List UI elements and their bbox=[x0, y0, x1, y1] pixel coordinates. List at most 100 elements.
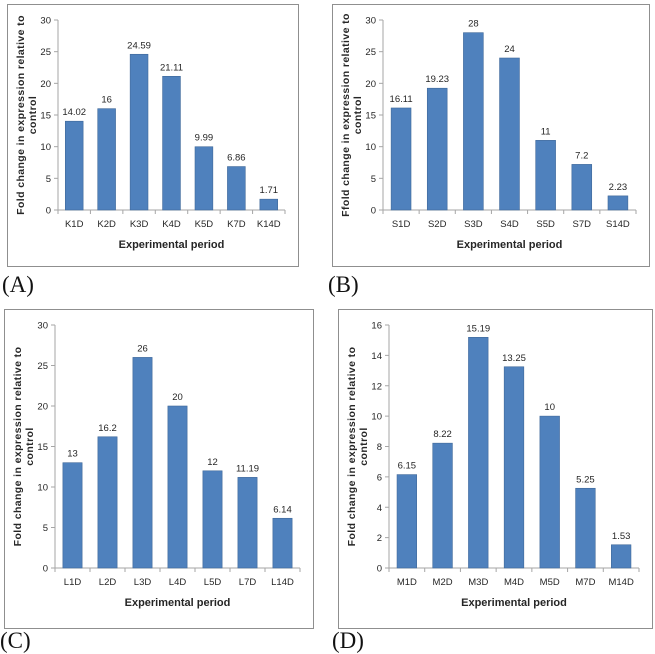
x-category-label: L2D bbox=[99, 577, 117, 588]
bar-value-label: 8.22 bbox=[433, 429, 452, 440]
x-category-label: S7D bbox=[573, 219, 592, 230]
bar bbox=[463, 32, 484, 211]
panel-label-d: (D) bbox=[332, 628, 364, 653]
y-tick-label: 10 bbox=[365, 142, 376, 153]
x-category-label: M7D bbox=[575, 577, 595, 588]
bar bbox=[539, 415, 560, 569]
bar-value-label: 21.11 bbox=[160, 62, 183, 73]
bar-value-label: 1.53 bbox=[612, 531, 631, 542]
x-category-label: S3D bbox=[464, 219, 483, 230]
bar bbox=[97, 108, 116, 211]
panel-label-c: (C) bbox=[0, 628, 31, 653]
y-tick-label: 20 bbox=[37, 402, 48, 413]
bar-value-label: 6.15 bbox=[398, 461, 417, 472]
y-tick-label: 30 bbox=[37, 321, 48, 332]
bar-chart-a: 0 5 10 15 20 25 30 14.02 K1D 16 K2D 24.59 K3D 21.11 K4… bbox=[15, 15, 286, 251]
chart-panel-b: 0 5 10 15 20 25 30 16.11 S1D 19.23 S2D 28 S3D 24 S4D 11… bbox=[332, 4, 650, 267]
x-category-label: K2D bbox=[97, 219, 116, 230]
x-category-label: M5D bbox=[540, 577, 560, 588]
bar-chart-b: 0 5 10 15 20 25 30 16.11 S1D 19.23 S2D 28 S3D 24 S4D 11… bbox=[340, 13, 637, 251]
y-tick-label: 25 bbox=[365, 47, 376, 58]
bar bbox=[237, 477, 258, 569]
bar-value-label: 24.59 bbox=[127, 40, 151, 51]
bar bbox=[611, 544, 632, 569]
y-tick-label: 6 bbox=[377, 472, 382, 483]
bar bbox=[503, 366, 525, 569]
bar-value-label: 12 bbox=[207, 457, 218, 468]
x-axis-title: Experimental period bbox=[125, 597, 231, 609]
bar-value-label: 20 bbox=[172, 392, 183, 403]
bar bbox=[62, 462, 83, 569]
bar bbox=[607, 195, 629, 211]
bar-value-label: 6.14 bbox=[273, 504, 292, 515]
bar-value-label: 5.25 bbox=[576, 474, 595, 485]
bar bbox=[468, 337, 489, 569]
y-tick-label: 15 bbox=[40, 111, 51, 122]
bar-value-label: 16.2 bbox=[98, 423, 117, 434]
x-category-label: M14D bbox=[608, 577, 633, 588]
x-category-label: M4D bbox=[504, 577, 524, 588]
x-category-label: S2D bbox=[428, 219, 447, 230]
bar bbox=[194, 146, 214, 211]
x-category-label: S1D bbox=[392, 219, 411, 230]
bar bbox=[129, 53, 149, 211]
bar-value-label: 14.02 bbox=[62, 107, 86, 118]
y-tick-label: 0 bbox=[377, 564, 382, 575]
x-category-label: S14D bbox=[606, 219, 630, 230]
y-tick-label: 25 bbox=[37, 361, 48, 372]
y-tick-label: 8 bbox=[377, 442, 382, 453]
bar bbox=[64, 120, 84, 211]
y-tick-label: 0 bbox=[43, 564, 48, 575]
bar-value-label: 15.19 bbox=[466, 323, 490, 334]
y-tick-label: 15 bbox=[365, 111, 376, 122]
bar bbox=[426, 87, 448, 211]
chart-panel-a: 0 5 10 15 20 25 30 14.02 K1D 16 K2D 24.59 K3D 21.11 K4… bbox=[7, 4, 299, 267]
x-category-label: L3D bbox=[134, 577, 152, 588]
bar bbox=[432, 442, 453, 569]
y-tick-label: 30 bbox=[365, 16, 376, 27]
y-tick-label: 5 bbox=[46, 174, 51, 185]
x-category-label: K5D bbox=[195, 219, 214, 230]
panel-label-b: (B) bbox=[328, 272, 359, 297]
bar-value-label: 26 bbox=[137, 343, 148, 354]
x-category-label: L1D bbox=[64, 577, 82, 588]
x-category-label: L4D bbox=[169, 577, 187, 588]
bar bbox=[97, 436, 118, 569]
x-category-label: M1D bbox=[397, 577, 417, 588]
y-tick-label: 10 bbox=[371, 412, 382, 423]
y-tick-label: 4 bbox=[377, 503, 382, 514]
x-category-label: K7D bbox=[227, 219, 246, 230]
y-tick-label: 15 bbox=[37, 442, 48, 453]
y-axis-title: Fold change in expression relative tocon… bbox=[12, 347, 36, 547]
bar-value-label: 13 bbox=[67, 449, 78, 460]
bar bbox=[132, 357, 153, 569]
x-category-label: K4D bbox=[162, 219, 181, 230]
bar-chart-c: 0 5 10 15 20 25 30 13 L1D 16.2 L2D 26 L3D 20 L4D 12 L5D 1… bbox=[12, 321, 301, 609]
bar bbox=[202, 470, 223, 569]
chart-panel-c: 0 5 10 15 20 25 30 13 L1D 16.2 L2D 26 L3D 20 L4D 12 L5D 1… bbox=[4, 309, 314, 629]
y-tick-label: 10 bbox=[40, 142, 51, 153]
y-axis-title: Fold change in expression relative tocon… bbox=[15, 15, 39, 215]
y-tick-label: 16 bbox=[371, 321, 382, 332]
bar-value-label: 11 bbox=[541, 126, 551, 137]
bar bbox=[272, 517, 293, 569]
bar-value-label: 1.71 bbox=[260, 185, 279, 196]
bar-value-label: 6.86 bbox=[227, 153, 246, 164]
bar-value-label: 24 bbox=[504, 44, 515, 55]
bar bbox=[571, 164, 593, 211]
x-category-label: K14D bbox=[257, 219, 281, 230]
bar bbox=[535, 140, 556, 211]
y-tick-label: 30 bbox=[40, 16, 51, 27]
y-tick-label: 12 bbox=[371, 381, 382, 392]
y-axis-title: Ffold change in expression relative toco… bbox=[340, 13, 364, 217]
bar bbox=[390, 107, 412, 211]
x-category-label: M3D bbox=[468, 577, 488, 588]
x-category-label: L14D bbox=[271, 577, 294, 588]
x-category-label: M2D bbox=[433, 577, 453, 588]
bar bbox=[396, 474, 417, 569]
panel-label-a: (A) bbox=[2, 272, 34, 297]
x-category-label: S5D bbox=[536, 219, 555, 230]
bar bbox=[499, 57, 520, 211]
y-axis-title: Fold change in expression relative tocon… bbox=[346, 347, 370, 547]
